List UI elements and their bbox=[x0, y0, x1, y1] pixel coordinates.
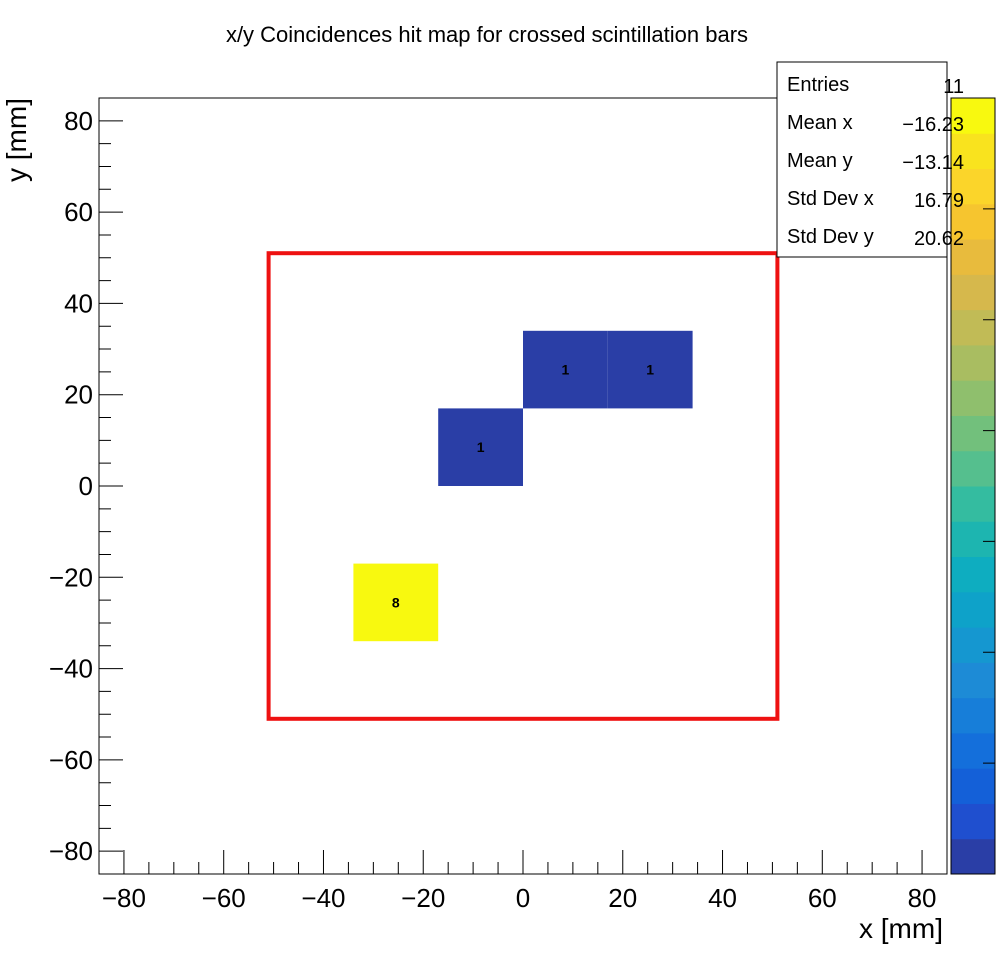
palette-segment bbox=[951, 697, 995, 734]
y-tick-label: −20 bbox=[49, 562, 93, 592]
palette-segment bbox=[951, 521, 995, 558]
palette-segment bbox=[951, 203, 995, 240]
stats-label: Std Dev y bbox=[787, 226, 874, 248]
palette-segment bbox=[951, 309, 995, 346]
palette-frame bbox=[950, 97, 996, 875]
heatmap-cell bbox=[607, 330, 693, 409]
palette-segment bbox=[951, 450, 995, 487]
y-tick-label: −60 bbox=[49, 745, 93, 775]
palette-segment bbox=[951, 168, 995, 205]
stats-value: −16.23 bbox=[902, 114, 964, 136]
x-tick-label: −40 bbox=[301, 883, 345, 913]
palette-segment bbox=[951, 274, 995, 311]
palette-segment bbox=[951, 591, 995, 628]
y-tick-label: −80 bbox=[49, 836, 93, 866]
palette-segment bbox=[951, 239, 995, 275]
x-axis-label: x [mm] bbox=[859, 913, 943, 944]
region-box bbox=[266, 251, 780, 721]
y-tick-label: 20 bbox=[64, 380, 93, 410]
palette-segment bbox=[951, 556, 995, 593]
cell-count-label: 8 bbox=[392, 594, 400, 610]
palette-segment bbox=[951, 662, 995, 699]
palette-segment bbox=[951, 98, 995, 134]
stats-value: 20.62 bbox=[914, 228, 964, 250]
x-tick-label: 80 bbox=[908, 883, 937, 913]
tick-marks bbox=[99, 120, 923, 874]
stats-box: Entries 11 Mean x −16.23 Mean y −13.14 Std Dev… bbox=[776, 61, 964, 258]
palette-segment bbox=[951, 344, 995, 381]
stats-value: 16.79 bbox=[914, 190, 964, 212]
palette-segment bbox=[951, 133, 995, 170]
heatmap-cells: 8 1 1 1 bbox=[353, 330, 693, 642]
cell-count-label: 1 bbox=[646, 362, 654, 378]
palette-segment bbox=[951, 627, 995, 663]
x-tick-label: 20 bbox=[608, 883, 637, 913]
palette-segment bbox=[951, 768, 995, 804]
palette-ticks bbox=[983, 97, 995, 875]
palette-segment bbox=[951, 803, 995, 840]
x-tick-label: −80 bbox=[102, 883, 146, 913]
palette-segment bbox=[951, 415, 995, 452]
stats-value: 11 bbox=[943, 76, 964, 98]
y-tick-label: 40 bbox=[64, 288, 93, 318]
palette-segment bbox=[951, 838, 995, 875]
y-axis-label: y [mm] bbox=[1, 98, 32, 182]
stats-label: Mean x bbox=[787, 112, 853, 134]
axis-ticks bbox=[99, 120, 923, 874]
heatmap-cell bbox=[438, 408, 523, 486]
stats-label: Entries bbox=[787, 74, 849, 96]
x-tick-label: −20 bbox=[401, 883, 445, 913]
palette-segment bbox=[951, 380, 995, 416]
y-tick-label: 80 bbox=[64, 106, 93, 136]
x-tick-label: 40 bbox=[708, 883, 737, 913]
x-tick-label: 0 bbox=[516, 883, 530, 913]
region-box-layer bbox=[266, 251, 780, 721]
y-tick-label: −40 bbox=[49, 654, 93, 684]
x-tick-label: −60 bbox=[202, 883, 246, 913]
heatmap-cell bbox=[523, 330, 608, 409]
axis-tick-labels: −80 −60 −40 −20 0 20 40 60 80 −80 −60 −40 −20 0 20 40 60… bbox=[49, 106, 937, 913]
stats-value: −13.14 bbox=[902, 152, 964, 174]
cell-count-label: 1 bbox=[477, 439, 485, 455]
y-tick-label: 0 bbox=[79, 471, 93, 501]
cell-count-label: 1 bbox=[562, 362, 570, 378]
stats-label: Std Dev x bbox=[787, 188, 874, 210]
heatmap-cell bbox=[353, 563, 439, 642]
palette-segment bbox=[951, 486, 995, 522]
chart-title: x/y Coincidences hit map for crossed sci… bbox=[226, 22, 748, 47]
color-palette-bar bbox=[950, 97, 996, 875]
stats-label: Mean y bbox=[787, 150, 853, 172]
y-tick-label: 60 bbox=[64, 197, 93, 227]
x-tick-label: 60 bbox=[808, 883, 837, 913]
